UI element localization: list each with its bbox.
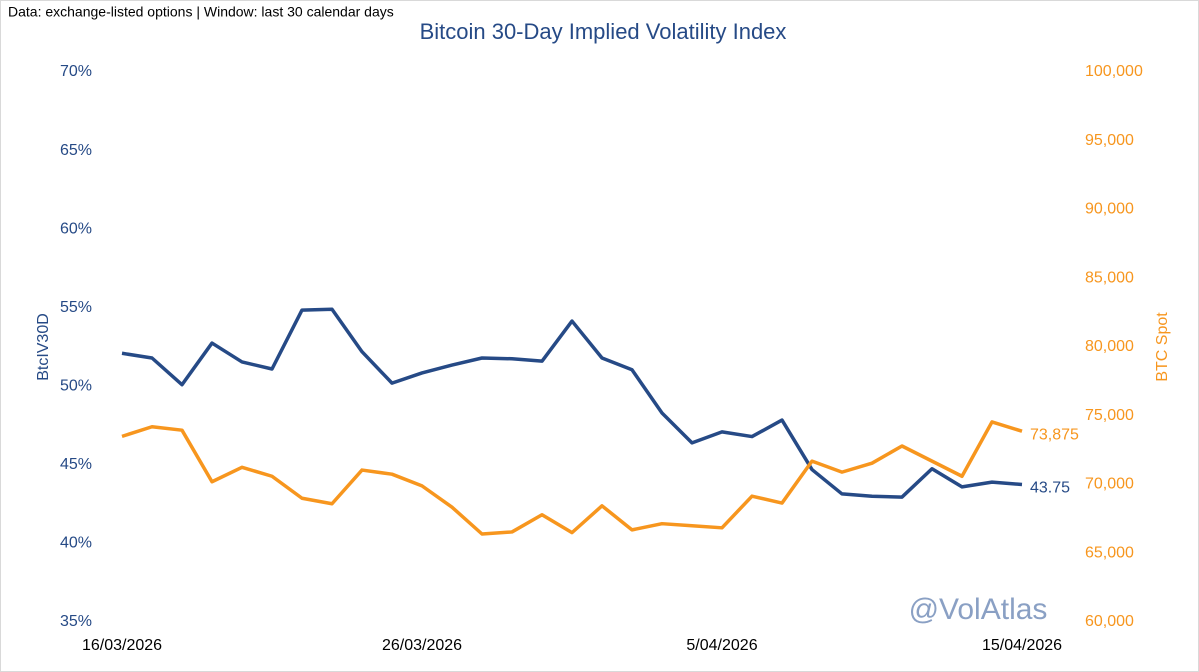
y2-tick-label: 65,000 bbox=[1085, 544, 1134, 561]
x-tick-label: 26/03/2026 bbox=[382, 637, 462, 654]
y2-tick-label: 75,000 bbox=[1085, 407, 1134, 424]
y-tick-label: 45% bbox=[60, 456, 92, 473]
chart-subtitle: Data: exchange-listed options | Window: … bbox=[8, 4, 394, 20]
y2-tick-label: 80,000 bbox=[1085, 338, 1134, 355]
chart-title: Bitcoin 30-Day Implied Volatility Index bbox=[420, 19, 787, 44]
watermark: @VolAtlas bbox=[909, 593, 1048, 626]
y2-tick-label: 95,000 bbox=[1085, 132, 1134, 149]
y-tick-label: 50% bbox=[60, 378, 92, 395]
y2-tick-label: 85,000 bbox=[1085, 269, 1134, 286]
x-tick-label: 16/03/2026 bbox=[82, 637, 162, 654]
y2-tick-label: 60,000 bbox=[1085, 613, 1134, 630]
series-line bbox=[121, 420, 1023, 536]
y-tick-label: 40% bbox=[60, 535, 92, 552]
y2-tick-label: 100,000 bbox=[1085, 63, 1143, 80]
series-line bbox=[121, 307, 1023, 499]
y2-tick-label: 90,000 bbox=[1085, 201, 1134, 218]
y-tick-label: 55% bbox=[60, 299, 92, 316]
x-tick-label: 15/04/2026 bbox=[982, 637, 1062, 654]
y2-tick-label: 70,000 bbox=[1085, 476, 1134, 493]
x-tick-label: 5/04/2026 bbox=[686, 637, 757, 654]
y-tick-label: 70% bbox=[60, 63, 92, 80]
y-tick-label: 60% bbox=[60, 220, 92, 237]
y-axis-label: BtcIV30D bbox=[35, 313, 52, 381]
y-tick-label: 65% bbox=[60, 142, 92, 159]
y-tick-label: 35% bbox=[60, 613, 92, 630]
data-label: 43.75 bbox=[1030, 480, 1070, 497]
data-label: 73,875 bbox=[1030, 426, 1079, 443]
y2-axis-label: BTC Spot bbox=[1154, 312, 1171, 382]
